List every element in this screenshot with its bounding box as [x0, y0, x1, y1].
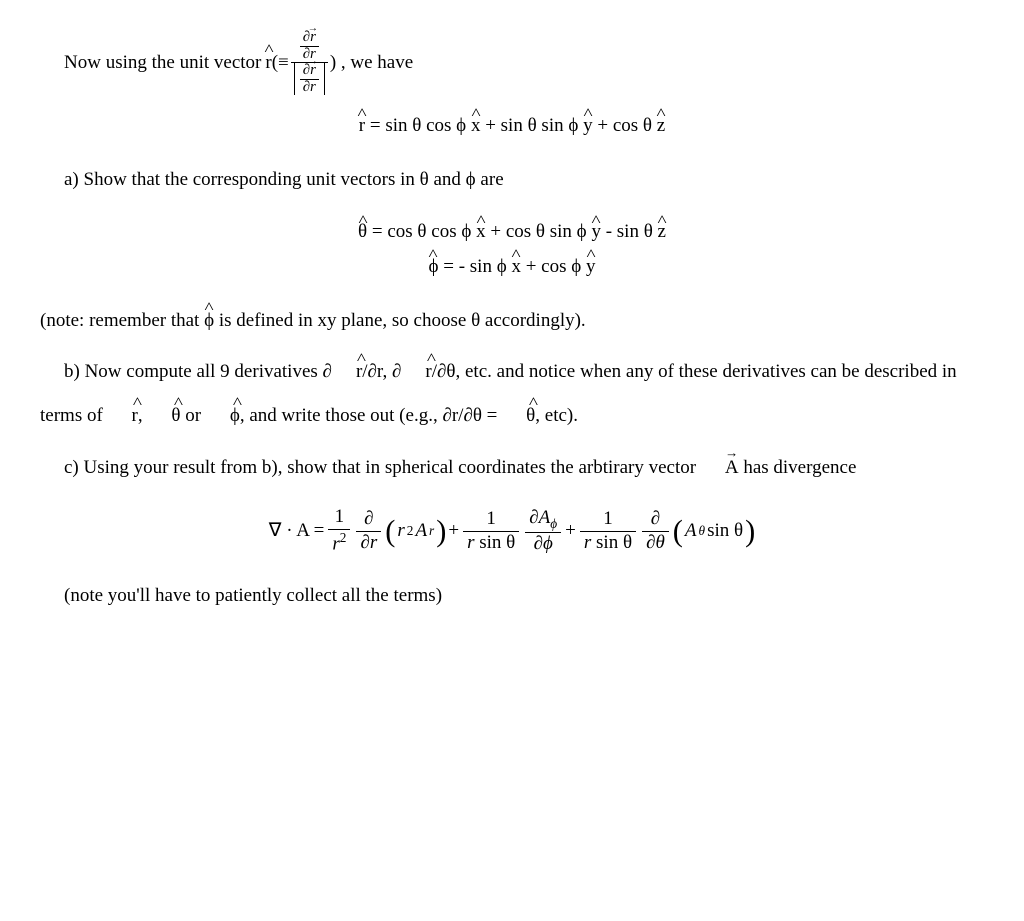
- equation-divergence: ∇ · A = 1 r2 ∂ ∂r ( r2Ar ) + 1 r sin θ ∂…: [40, 507, 984, 555]
- equation-theta-hat: θ = cos θ cos ϕ x + cos θ sin ϕ y - sin …: [40, 219, 984, 246]
- text: Now using the unit vector: [64, 41, 261, 85]
- text: ) , we have: [330, 41, 413, 85]
- equation-phi-hat: ϕ = - sin ϕ x + cos ϕ y: [40, 254, 984, 281]
- note-collect-terms: (note you'll have to patiently collect a…: [40, 574, 984, 618]
- part-b-text: b) Now compute all 9 derivatives ∂r/∂r, …: [40, 350, 984, 437]
- fraction-drvec-dr: ∂r ∂r ∂r ∂r: [291, 30, 328, 95]
- intro-paragraph: Now using the unit vector r (≡ ∂r ∂r ∂r …: [40, 30, 984, 95]
- r-hat: r: [265, 41, 271, 85]
- part-c-text: c) Using your result from b), show that …: [40, 446, 984, 490]
- text: (≡: [272, 41, 289, 85]
- equation-r-hat: r = sin θ cos ϕ x + sin θ sin ϕ y + cos …: [40, 113, 984, 140]
- part-a-text: a) Show that the corresponding unit vect…: [40, 158, 984, 202]
- note-phi-xy-plane: (note: remember that ϕ is defined in xy …: [40, 299, 984, 343]
